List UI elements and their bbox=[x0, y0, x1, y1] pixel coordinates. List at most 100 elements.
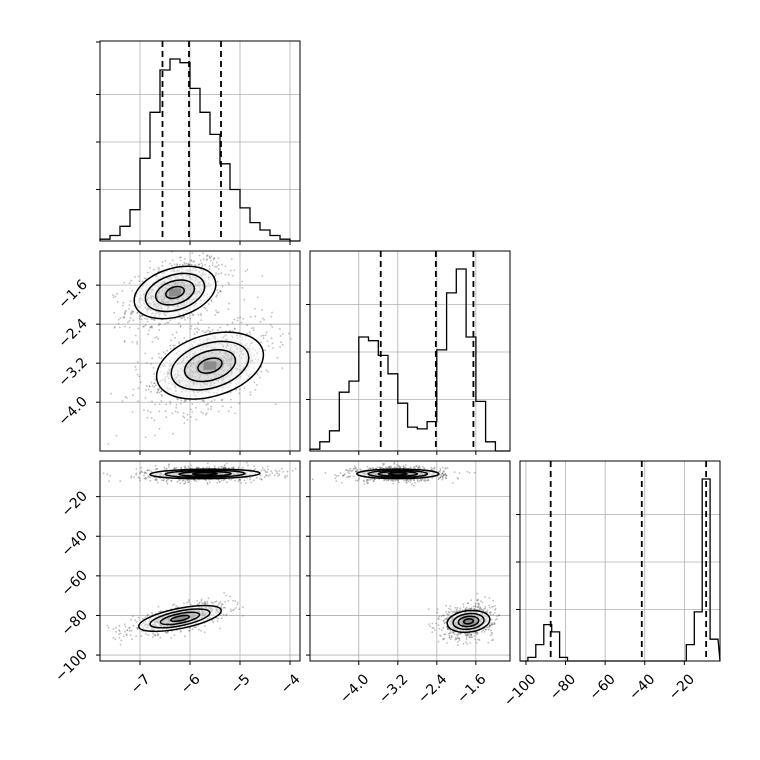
scatter-point bbox=[137, 327, 140, 330]
scatter-point bbox=[279, 335, 282, 337]
scatter-point bbox=[174, 410, 177, 413]
scatter-point bbox=[148, 469, 151, 472]
scatter-point bbox=[224, 273, 227, 276]
scatter-point bbox=[170, 339, 172, 342]
scatter-point bbox=[198, 601, 201, 604]
scatter-point bbox=[334, 474, 336, 476]
scatter-point bbox=[178, 341, 180, 343]
scatter-point bbox=[190, 464, 192, 467]
scatter-point bbox=[219, 627, 221, 630]
scatter-point bbox=[224, 601, 227, 603]
scatter-point bbox=[294, 467, 297, 470]
scatter-point bbox=[106, 624, 109, 627]
scatter-point bbox=[136, 312, 139, 314]
scatter-point bbox=[152, 632, 154, 635]
scatter-point bbox=[210, 255, 213, 258]
scatter-point bbox=[409, 481, 412, 483]
scatter-point bbox=[143, 409, 145, 412]
scatter-point bbox=[453, 471, 456, 473]
scatter-point bbox=[175, 331, 178, 334]
scatter-point bbox=[245, 482, 247, 484]
scatter-point bbox=[169, 319, 172, 322]
scatter-point bbox=[262, 337, 265, 339]
scatter-point bbox=[252, 479, 255, 482]
scatter-point bbox=[194, 264, 197, 267]
scatter-point bbox=[286, 475, 289, 477]
scatter-point bbox=[198, 602, 201, 605]
scatter-point bbox=[259, 376, 261, 379]
scatter-point bbox=[166, 349, 168, 352]
contour-line bbox=[164, 469, 246, 479]
scatter-point bbox=[281, 467, 283, 470]
scatter-point bbox=[194, 328, 196, 330]
scatter-point bbox=[260, 478, 263, 481]
scatter-point bbox=[339, 472, 342, 474]
scatter-point bbox=[188, 263, 191, 266]
scatter-point bbox=[146, 318, 149, 320]
scatter-point bbox=[261, 467, 264, 469]
scatter-point bbox=[444, 473, 447, 475]
scatter-point bbox=[389, 479, 392, 481]
scatter-point bbox=[154, 403, 157, 406]
scatter-point bbox=[445, 604, 447, 607]
scatter-point bbox=[340, 482, 343, 484]
scatter-point bbox=[369, 478, 372, 481]
scatter-point bbox=[259, 474, 262, 477]
joint-panel-2-0 bbox=[102, 461, 297, 646]
scatter-point bbox=[179, 478, 182, 481]
scatter-point bbox=[134, 365, 137, 368]
scatter-point bbox=[222, 466, 225, 469]
scatter-point bbox=[156, 634, 159, 637]
scatter-point bbox=[139, 479, 141, 482]
scatter-point bbox=[152, 367, 155, 369]
scatter-point bbox=[147, 389, 150, 391]
scatter-point bbox=[136, 341, 138, 343]
scatter-point bbox=[256, 384, 258, 386]
scatter-point bbox=[222, 613, 225, 616]
scatter-point bbox=[125, 309, 127, 312]
scatter-point bbox=[271, 326, 274, 328]
scatter-point bbox=[205, 259, 208, 262]
scatter-point bbox=[138, 317, 141, 320]
scatter-point bbox=[217, 617, 220, 620]
scatter-point bbox=[474, 605, 477, 607]
scatter-point bbox=[160, 357, 163, 360]
scatter-point bbox=[237, 601, 239, 604]
scatter-point bbox=[291, 469, 294, 472]
scatter-point bbox=[423, 467, 426, 470]
scatter-point bbox=[223, 592, 226, 594]
scatter-point bbox=[217, 311, 220, 314]
scatter-point bbox=[489, 614, 492, 616]
scatter-point bbox=[190, 325, 193, 328]
scatter-point bbox=[267, 370, 269, 373]
scatter-point bbox=[173, 634, 176, 637]
scatter-point bbox=[450, 636, 453, 639]
scatter-point bbox=[441, 472, 444, 475]
scatter-point bbox=[173, 263, 176, 266]
scatter-point bbox=[213, 257, 216, 259]
scatter-point bbox=[256, 476, 258, 479]
scatter-point bbox=[157, 266, 160, 269]
scatter-point bbox=[353, 465, 356, 468]
scatter-point bbox=[201, 265, 203, 268]
scatter-point bbox=[166, 482, 169, 485]
scatter-point bbox=[184, 258, 187, 260]
scatter-point bbox=[131, 394, 134, 397]
scatter-point bbox=[462, 642, 465, 645]
scatter-point bbox=[216, 265, 218, 268]
scatter-point bbox=[208, 257, 211, 259]
scatter-point bbox=[253, 381, 256, 384]
scatter-point bbox=[195, 480, 198, 483]
scatter-point bbox=[123, 623, 126, 626]
scatter-point bbox=[176, 263, 178, 266]
scatter-point bbox=[410, 483, 413, 486]
scatter-point bbox=[415, 465, 417, 468]
scatter-point bbox=[220, 617, 223, 620]
scatter-point bbox=[172, 259, 174, 262]
scatter-point bbox=[270, 337, 273, 340]
scatter-point bbox=[442, 476, 444, 479]
scatter-point bbox=[150, 381, 153, 384]
scatter-point bbox=[363, 483, 366, 485]
scatter-point bbox=[132, 388, 135, 391]
scatter-point bbox=[123, 281, 126, 284]
